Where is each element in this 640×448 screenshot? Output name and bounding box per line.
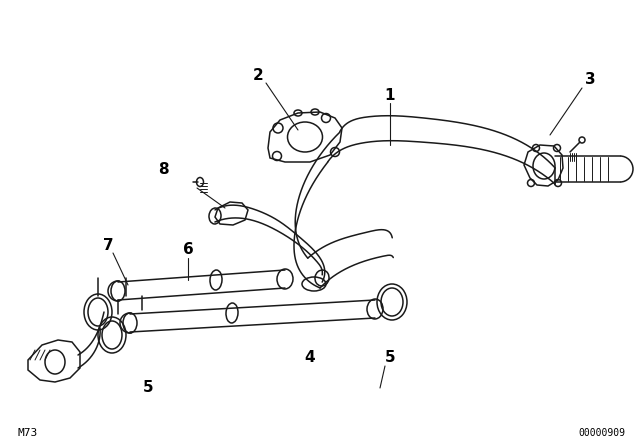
Text: 3: 3 bbox=[585, 73, 595, 87]
Text: M73: M73 bbox=[18, 428, 38, 438]
Text: 6: 6 bbox=[182, 242, 193, 258]
Text: 4: 4 bbox=[305, 350, 316, 366]
Text: 8: 8 bbox=[157, 163, 168, 177]
Text: 1: 1 bbox=[385, 87, 396, 103]
Text: 7: 7 bbox=[102, 237, 113, 253]
Text: 5: 5 bbox=[385, 350, 396, 366]
Text: 00000909: 00000909 bbox=[578, 428, 625, 438]
Text: 2: 2 bbox=[253, 68, 264, 82]
Text: 5: 5 bbox=[143, 380, 154, 396]
